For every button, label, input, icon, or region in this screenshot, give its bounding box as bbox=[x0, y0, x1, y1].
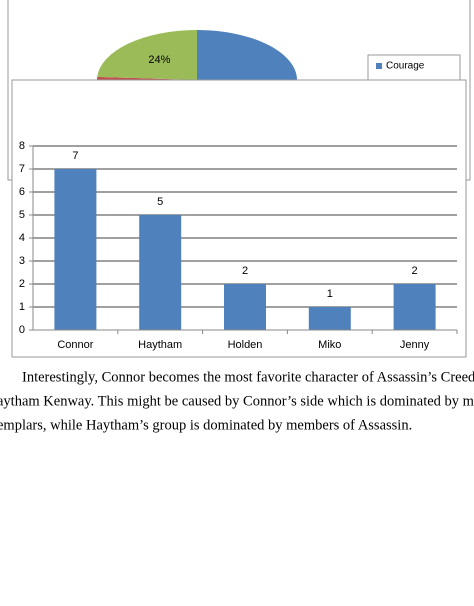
pie-slice bbox=[97, 29, 197, 80]
bar bbox=[224, 284, 266, 330]
y-tick-label: 7 bbox=[19, 163, 25, 175]
x-tick-label: Connor bbox=[57, 339, 93, 351]
y-tick-label: 3 bbox=[19, 255, 25, 267]
paragraph-line: aytham Kenway. This might be caused by C… bbox=[0, 393, 474, 409]
data-label: 5 bbox=[157, 196, 163, 208]
bar bbox=[54, 169, 97, 330]
y-tick-label: 1 bbox=[19, 301, 25, 313]
y-tick-label: 8 bbox=[19, 140, 25, 152]
legend-swatch bbox=[376, 63, 382, 69]
data-label: 24% bbox=[148, 54, 170, 66]
y-tick-label: 5 bbox=[19, 209, 25, 221]
data-label: 2 bbox=[242, 265, 248, 277]
legend-label: Courage bbox=[386, 61, 425, 72]
y-tick-label: 4 bbox=[19, 232, 25, 244]
x-tick-label: Haytham bbox=[138, 339, 182, 351]
data-label: 2 bbox=[412, 265, 418, 277]
bar bbox=[393, 284, 436, 330]
bar-chart: 0 1 2 3 4 5 6 7 8 7 Connor 5 Haytham 2 Holden 1 Miko 2 Jen… bbox=[11, 79, 467, 358]
bar bbox=[308, 307, 351, 330]
data-label: 1 bbox=[327, 288, 333, 300]
x-tick-label: Jenny bbox=[400, 339, 430, 351]
x-tick-label: Miko bbox=[318, 339, 341, 351]
y-tick-label: 0 bbox=[19, 324, 25, 336]
x-tick-label: Holden bbox=[228, 339, 263, 351]
data-label: 7 bbox=[72, 150, 78, 162]
paragraph-line: Interestingly, Connor becomes the most f… bbox=[22, 369, 474, 385]
y-tick-label: 2 bbox=[19, 278, 25, 290]
paragraph-line: emplars, while Haytham’s group is domina… bbox=[0, 417, 412, 433]
y-tick-label: 6 bbox=[19, 186, 25, 198]
bar bbox=[139, 215, 182, 330]
